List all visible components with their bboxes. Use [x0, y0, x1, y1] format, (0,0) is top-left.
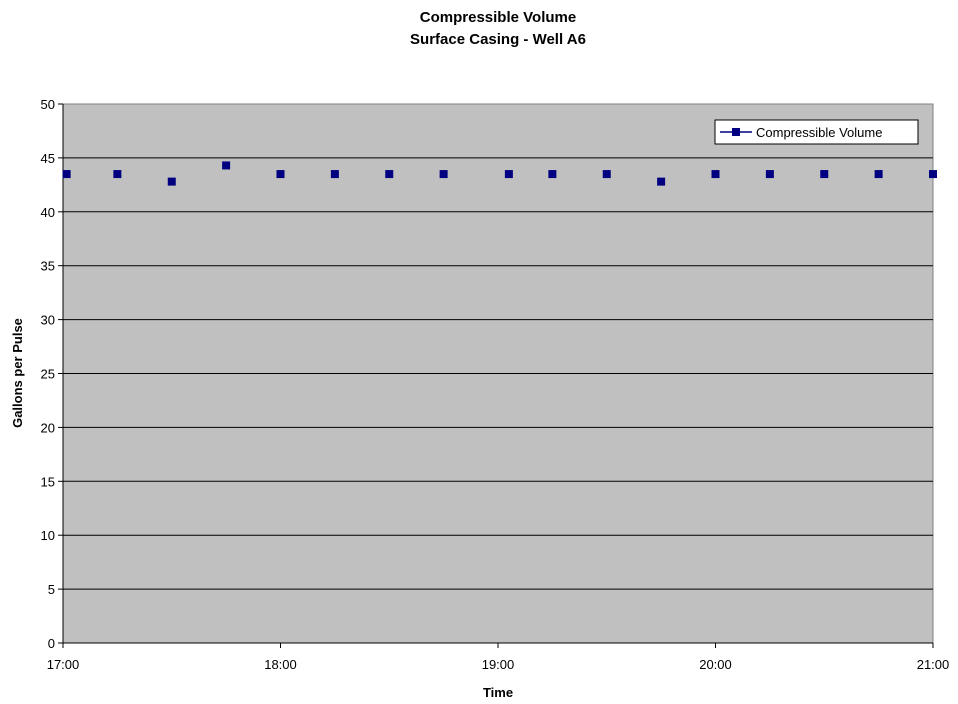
data-point-marker [504, 170, 513, 179]
data-point-marker [385, 170, 394, 179]
data-markers [62, 161, 937, 186]
data-point-marker [330, 170, 339, 179]
data-point-marker [439, 170, 448, 179]
y-tick-label: 20 [41, 420, 55, 435]
data-point-marker [820, 170, 829, 179]
y-tick-label: 35 [41, 259, 55, 274]
legend: Compressible Volume [714, 119, 919, 145]
chart-title: Compressible Volume [420, 9, 576, 26]
data-point-marker [657, 177, 666, 186]
grid-lines [63, 157, 933, 590]
data-point-marker [874, 170, 883, 179]
y-axis-title: Gallons per Pulse [10, 318, 25, 428]
data-point-marker [548, 170, 557, 179]
data-point-marker [711, 170, 720, 179]
data-point-marker [276, 170, 285, 179]
x-axis-title: Time [483, 685, 513, 700]
x-tick-label: 17:00 [47, 657, 80, 672]
x-tick-label: 20:00 [699, 657, 732, 672]
data-point-marker [929, 170, 937, 179]
data-point-marker [765, 170, 774, 179]
data-point-marker [602, 170, 611, 179]
x-tick-labels: 17:00 18:00 19:00 20:00 21:00 [47, 657, 950, 672]
data-point-marker [113, 170, 122, 179]
y-tick-label: 0 [48, 636, 55, 651]
chart-subtitle: Surface Casing - Well A6 [410, 31, 586, 48]
y-tick-label: 10 [41, 528, 55, 543]
y-tick-label: 25 [41, 367, 55, 382]
legend-label: Compressible Volume [756, 125, 882, 140]
data-point-marker [222, 161, 231, 170]
y-tick-label: 15 [41, 474, 55, 489]
y-tick-label: 40 [41, 205, 55, 220]
y-tick-label: 45 [41, 151, 55, 166]
x-tick-label: 19:00 [482, 657, 515, 672]
data-point-marker [167, 177, 176, 186]
legend-marker-swatch [732, 128, 740, 136]
axes [58, 103, 934, 648]
x-tick-label: 21:00 [917, 657, 950, 672]
y-tick-labels: 0 5 10 15 20 25 30 35 40 45 50 [41, 97, 55, 651]
y-tick-label: 5 [48, 582, 55, 597]
y-tick-label: 50 [41, 97, 55, 112]
y-tick-label: 30 [41, 313, 55, 328]
data-point-marker [62, 170, 71, 179]
x-tick-label: 18:00 [264, 657, 297, 672]
